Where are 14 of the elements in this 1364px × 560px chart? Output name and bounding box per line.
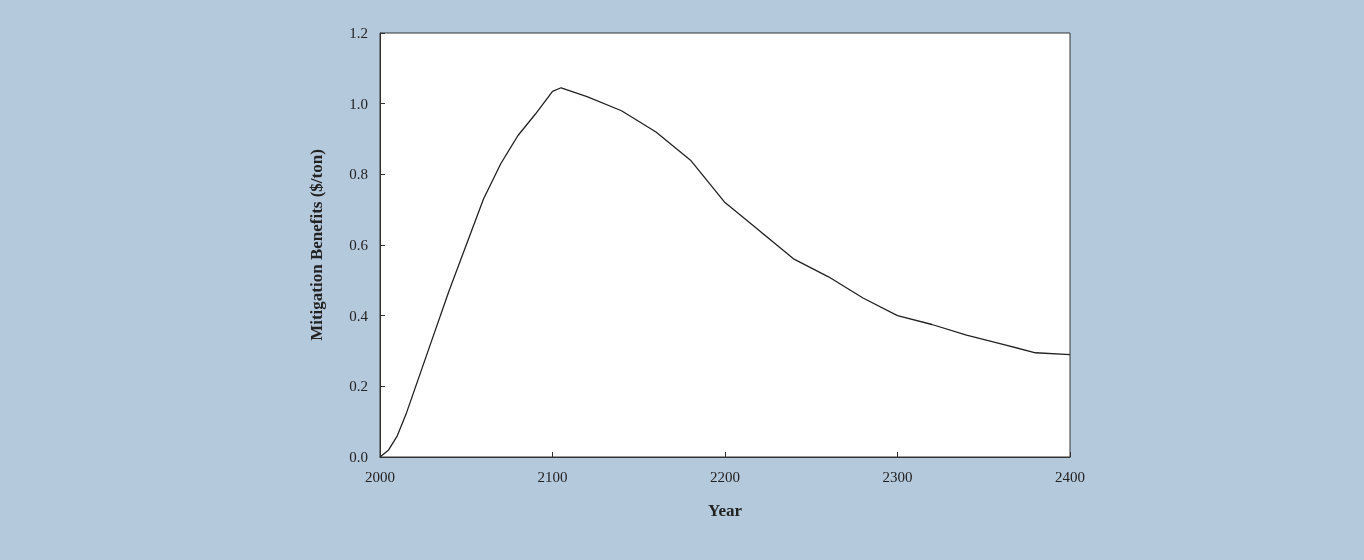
y-tick-label: 1.0 [349, 95, 368, 112]
x-tick-label: 2100 [537, 468, 568, 485]
x-axis-title: Year [708, 501, 743, 520]
x-tick-label: 2400 [1055, 468, 1085, 485]
y-tick-label: 0.2 [349, 378, 368, 395]
y-axis-title: Mitigation Benefits ($/ton) [307, 149, 326, 341]
y-tick-label: 0.6 [349, 237, 369, 253]
x-tick-label: 2200 [710, 468, 740, 485]
x-tick-label: 2300 [882, 468, 913, 485]
y-tick-label: 0.8 [349, 166, 368, 183]
y-tick-label: 0.4 [349, 307, 369, 324]
y-tick-label: 1.2 [349, 25, 368, 41]
x-tick-label: 2000 [365, 468, 395, 485]
y-tick-label: 0.0 [349, 449, 368, 465]
